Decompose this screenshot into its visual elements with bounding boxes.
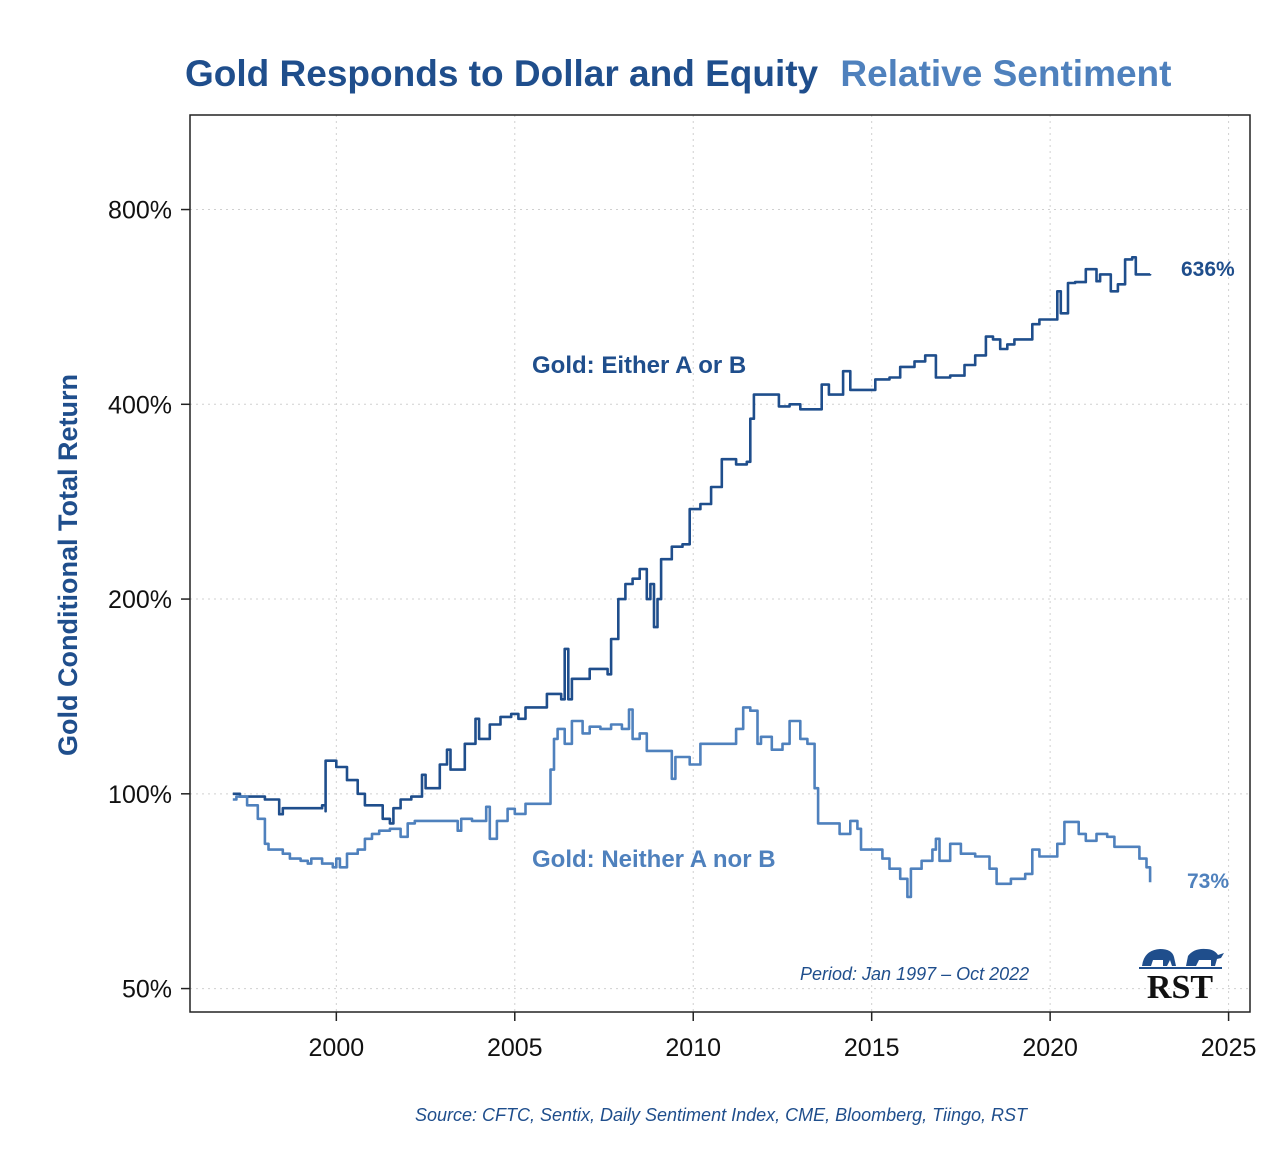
grid xyxy=(190,115,1250,1012)
source-note: Source: CFTC, Sentix, Daily Sentiment In… xyxy=(415,1105,1029,1125)
chart-title: Gold Responds to Dollar and Equity Relat… xyxy=(185,53,1171,94)
series-lines xyxy=(232,256,1152,899)
x-tick-label: 2015 xyxy=(844,1034,900,1062)
bear-icon xyxy=(1142,949,1176,966)
y-tick-label: 400% xyxy=(108,391,172,419)
x-tick-label: 2010 xyxy=(665,1034,721,1062)
period-annotation: Period: Jan 1997 – Oct 2022 xyxy=(800,964,1029,984)
y-tick-label: 800% xyxy=(108,197,172,225)
series-line-either xyxy=(232,256,1152,825)
rst-logo: RST xyxy=(1139,948,1224,1006)
x-tick-label: 2005 xyxy=(487,1034,543,1062)
y-tick-label: 100% xyxy=(108,781,172,809)
end-label-neither: 73% xyxy=(1187,870,1229,893)
y-axis-label: Gold Conditional Total Return xyxy=(53,374,83,756)
x-tick-label: 2025 xyxy=(1201,1034,1257,1062)
bull-icon xyxy=(1186,948,1224,966)
end-label-either: 636% xyxy=(1181,258,1235,281)
logo-text: RST xyxy=(1147,969,1213,1006)
series-line-neither xyxy=(232,706,1152,899)
series-label-neither: Gold: Neither A nor B xyxy=(532,846,776,873)
chart-title-suffix: Relative Sentiment xyxy=(840,53,1171,94)
x-axis: 2000 2005 2010 2015 2020 2025 xyxy=(309,1012,1257,1062)
plot-frame xyxy=(189,114,1251,1013)
y-tick-label: 50% xyxy=(122,976,172,1004)
y-tick-label: 200% xyxy=(108,586,172,614)
x-tick-label: 2020 xyxy=(1022,1034,1078,1062)
chart-title-main: Gold Responds to Dollar and Equity xyxy=(185,53,819,94)
y-axis: 50% 100% 200% 400% 800% xyxy=(108,197,190,1004)
series-label-either: Gold: Either A or B xyxy=(532,352,746,379)
x-tick-label: 2000 xyxy=(309,1034,365,1062)
